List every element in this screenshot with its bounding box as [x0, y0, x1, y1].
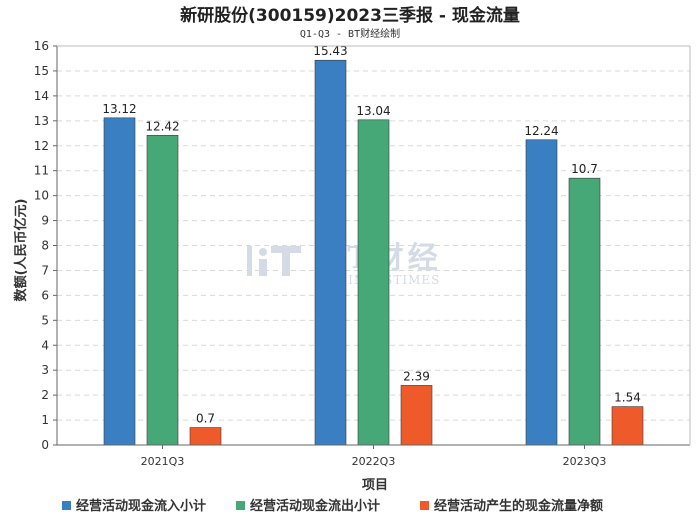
chart-title: 新研股份(300159)2023三季报 - 现金流量 — [180, 5, 520, 26]
legend-label: 经营活动产生的现金流量净额 — [434, 498, 603, 514]
data-label: 2.39 — [403, 369, 430, 383]
legend-swatch — [62, 501, 71, 510]
bar — [611, 406, 644, 446]
y-tick-label: 12 — [34, 139, 49, 153]
bar — [568, 177, 601, 446]
data-label: 13.12 — [102, 102, 136, 116]
legend-swatch — [420, 501, 429, 510]
bar — [314, 59, 347, 446]
y-tick-label: 6 — [41, 288, 49, 302]
bar — [525, 139, 558, 446]
y-axis-title: 数额(人民币亿元) — [13, 199, 29, 302]
y-tick-label: 14 — [34, 89, 49, 103]
bar — [103, 117, 136, 446]
y-tick-label: 3 — [41, 363, 49, 377]
y-tick-label: 4 — [41, 338, 49, 352]
data-labels: 13.12 12.42 0.7 15.43 13.04 2.39 12.24 10.7 1.54 — [102, 44, 641, 425]
data-label: 12.42 — [145, 119, 179, 133]
x-tick-label: 2022Q3 — [352, 455, 396, 468]
y-tick-label: 0 — [41, 438, 49, 452]
legend-label: 经营活动现金流入小计 — [76, 498, 206, 514]
y-tick-label: 5 — [41, 313, 49, 327]
x-axis-title: 项目 — [362, 478, 388, 493]
data-label: 0.7 — [196, 412, 215, 426]
chart-subtitle: Q1-Q3 - BT财经绘制 — [300, 27, 400, 40]
y-tick-label: 8 — [41, 239, 49, 253]
legend-label: 经营活动现金流出小计 — [250, 498, 380, 514]
data-label: 15.43 — [313, 44, 347, 58]
bar — [146, 134, 179, 446]
legend-swatch — [236, 501, 245, 510]
y-tick-label: 2 — [41, 388, 49, 402]
data-label: 10.7 — [571, 162, 598, 176]
data-label: 13.04 — [356, 104, 390, 118]
x-tick-label: 2023Q3 — [563, 455, 607, 468]
y-tick-label: 13 — [34, 114, 49, 128]
y-tick-label: 16 — [34, 39, 49, 53]
data-label: 12.24 — [524, 124, 558, 138]
y-tick-label: 15 — [34, 64, 49, 78]
x-tick-label: 2021Q3 — [141, 455, 185, 468]
y-tick-label: 9 — [41, 214, 49, 228]
data-label: 1.54 — [614, 391, 641, 405]
y-tick-label: 11 — [34, 164, 49, 178]
y-tick-label: 7 — [41, 263, 49, 277]
bars — [103, 59, 644, 446]
y-tick-label: 10 — [34, 189, 49, 203]
bar — [400, 385, 433, 446]
y-tick-label: 1 — [41, 413, 49, 427]
legend: 经营活动现金流入小计 经营活动现金流出小计 经营活动产生的现金流量净额 — [62, 498, 603, 514]
bar — [357, 119, 390, 446]
watermark-logo-icon — [247, 246, 301, 276]
bar — [189, 427, 222, 446]
